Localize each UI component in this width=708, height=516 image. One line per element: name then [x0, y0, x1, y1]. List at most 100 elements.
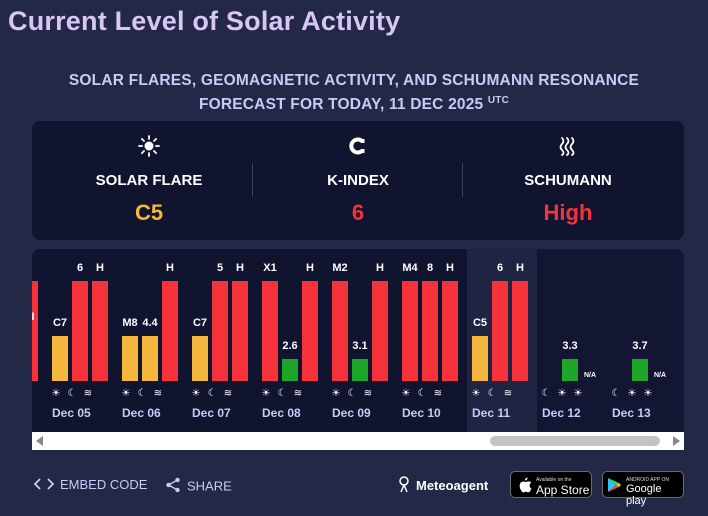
- bar-data-label: N/A: [583, 372, 597, 379]
- code-icon: [33, 477, 55, 494]
- chart-bar[interactable]: [442, 281, 458, 381]
- bar-data-label: H: [96, 262, 104, 274]
- day-icons-row: ☾ ☀ ☀: [612, 388, 672, 400]
- bar-data-label: I: [32, 311, 35, 323]
- bar-data-label: N/A: [653, 372, 667, 379]
- magnet-icon: ☾: [611, 388, 621, 399]
- bar-data-label: 6: [496, 262, 504, 274]
- chart-bar[interactable]: [472, 336, 488, 381]
- subtitle: SOLAR FLARES, GEOMAGNETIC ACTIVITY, AND …: [0, 71, 708, 115]
- bar-data-label: H: [306, 262, 314, 274]
- chart-bar[interactable]: [142, 336, 158, 381]
- bar-data-label: 5: [216, 262, 224, 274]
- meteoagent-logo-icon: [398, 476, 410, 497]
- day-label: Dec 13: [612, 406, 651, 420]
- bar-data-label: M2: [332, 262, 348, 274]
- chart-bar[interactable]: [52, 336, 68, 381]
- meteoagent-label: Meteoagent: [416, 477, 489, 493]
- waves-icon: ≋: [83, 388, 93, 399]
- google-play-small-text: ANDROID APP ON: [626, 477, 669, 483]
- scroll-left-arrow-icon[interactable]: [36, 436, 43, 446]
- chart-bar[interactable]: [302, 281, 318, 381]
- chart-bar[interactable]: [262, 281, 278, 381]
- subtitle-date: FORECAST FOR TODAY, 11 DEC 2025: [198, 96, 484, 113]
- day-label: Dec 12: [542, 406, 581, 420]
- summary-divider: [462, 163, 463, 197]
- day-label: Dec 05: [52, 406, 91, 420]
- chart-bar[interactable]: [162, 281, 178, 381]
- page-title: Current Level of Solar Activity: [8, 6, 401, 36]
- magnet-icon: ☾: [67, 388, 77, 399]
- waves-icon: ≋: [293, 388, 303, 399]
- chart-bar[interactable]: [32, 281, 38, 381]
- waves-icon: [463, 135, 673, 157]
- chart-bar[interactable]: [562, 359, 578, 381]
- day-icons-row: ☀ ☾ ≋: [472, 388, 532, 400]
- magnet-icon: ☾: [277, 388, 287, 399]
- waves-icon: ≋: [503, 388, 513, 399]
- chart-bar[interactable]: [212, 281, 228, 381]
- magnet-icon: ☾: [417, 388, 427, 399]
- chart-bar[interactable]: [512, 281, 528, 381]
- chart-bar[interactable]: [192, 336, 208, 381]
- chart-bar[interactable]: [122, 336, 138, 381]
- meteoagent-brand[interactable]: Meteoagent: [398, 476, 488, 497]
- bar-data-label: H: [516, 262, 524, 274]
- chart-bar[interactable]: [422, 281, 438, 381]
- chart-bar[interactable]: [632, 359, 648, 381]
- chart-bar[interactable]: [72, 281, 88, 381]
- app-store-badge[interactable]: Available on the App Store: [510, 471, 592, 498]
- embed-code-link[interactable]: EMBED CODE: [33, 477, 148, 494]
- summary-k-index: K-INDEX 6: [253, 121, 463, 240]
- scroll-thumb[interactable]: [490, 436, 660, 446]
- sun-icon: ☀: [51, 388, 61, 399]
- share-icon: [165, 477, 181, 497]
- summary-schumann: SCHUMANN High: [463, 121, 673, 240]
- sun-icon: ☀: [557, 388, 567, 399]
- k-index-value: 6: [351, 200, 365, 225]
- sun-icon: [44, 135, 254, 157]
- share-link[interactable]: SHARE: [165, 477, 232, 493]
- day-icons-row: ☀☾≋: [122, 388, 182, 400]
- magnet-icon: ☾: [487, 388, 497, 399]
- chart-bar[interactable]: [92, 281, 108, 381]
- day-label: Dec 10: [402, 406, 441, 420]
- magnet-icon: ☾: [137, 388, 147, 399]
- day-icons-row: ☀☾≋: [332, 388, 392, 400]
- day-icons-row: ☀☾≋: [32, 388, 42, 400]
- forecast-region: [537, 249, 684, 434]
- sun-icon: ☀: [643, 388, 653, 399]
- google-play-badge[interactable]: ANDROID APP ON Google play: [602, 471, 684, 507]
- chart-bar[interactable]: [352, 359, 368, 381]
- subtitle-timezone: UTC: [487, 95, 510, 106]
- summary-panel: SOLAR FLARE C5 K-INDEX 6 SCHUMANN High: [32, 121, 684, 240]
- bar-data-label: 8: [426, 262, 434, 274]
- app-store-text: App Store: [536, 483, 590, 497]
- chart-bar[interactable]: [332, 281, 348, 381]
- scroll-right-arrow-icon[interactable]: [673, 436, 680, 446]
- chart-scrollbar[interactable]: [32, 432, 684, 450]
- day-icons-row: ☀☾≋: [402, 388, 462, 400]
- bar-data-label: C5: [472, 317, 488, 329]
- embed-code-label: EMBED CODE: [60, 477, 148, 492]
- waves-icon: ≋: [363, 388, 373, 399]
- sun-icon: ☀: [121, 388, 131, 399]
- chart-bar[interactable]: [372, 281, 388, 381]
- chart-bar[interactable]: [232, 281, 248, 381]
- chart-bar[interactable]: [402, 281, 418, 381]
- waves-icon: ≋: [433, 388, 443, 399]
- google-play-text: Google play: [626, 483, 662, 507]
- bar-data-label: H: [166, 262, 174, 274]
- day-label: Dec 11: [472, 406, 511, 420]
- bar-data-label: 3.7: [632, 340, 648, 352]
- chart-bar[interactable]: [282, 359, 298, 381]
- sun-icon: ☀: [471, 388, 481, 399]
- chart-bar[interactable]: [492, 281, 508, 381]
- magnet-icon: ☾: [541, 388, 551, 399]
- sun-icon: ☀: [191, 388, 201, 399]
- schumann-value: High: [543, 200, 593, 225]
- magnet-icon: [253, 135, 463, 157]
- day-icons-row: ☀ ☾ ≋: [52, 388, 112, 400]
- bar-data-label: M4: [402, 262, 418, 274]
